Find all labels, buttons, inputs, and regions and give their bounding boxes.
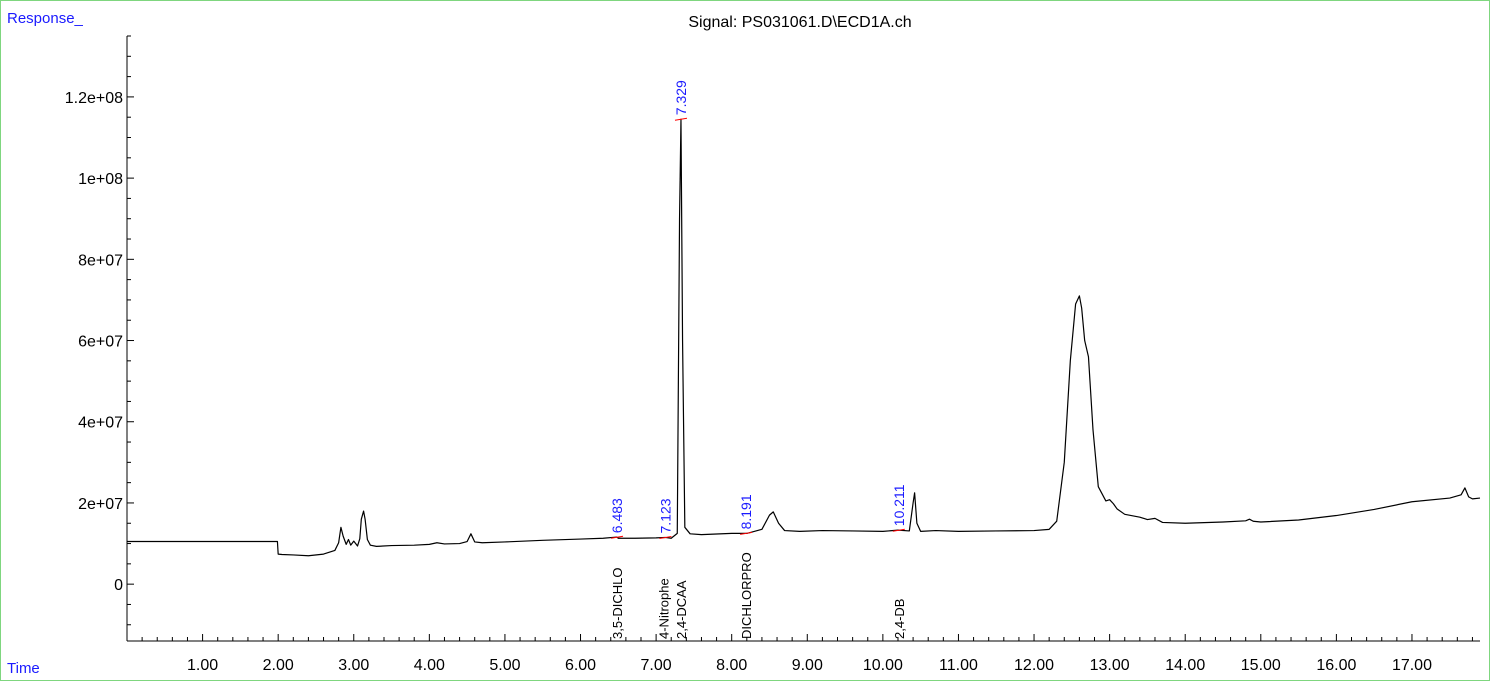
peak-retention-label: 8.191 <box>738 494 754 529</box>
x-tick-label: 8.00 <box>716 657 747 674</box>
x-tick-label: 1.00 <box>187 657 218 674</box>
y-tick-label: 0 <box>114 577 123 594</box>
compound-label: 2,4-DB <box>892 599 907 639</box>
compound-label: 4-Nitrophe <box>656 578 671 639</box>
chart-title: Signal: PS031061.D\ECD1A.ch <box>688 14 912 31</box>
y-tick-label: 6e+07 <box>78 334 123 351</box>
annotations-group: 6.483 3,5-DICHLO 7.123 4-Nitrophe 7.329 2,4-D… <box>609 80 907 639</box>
x-tick-label: 12.00 <box>1014 657 1054 674</box>
chromatogram-trace <box>127 118 1481 557</box>
compound-label: 3,5-DICHLO <box>610 567 625 639</box>
compound-label: DICHLORPRO <box>739 552 754 639</box>
integration-marker <box>674 117 688 121</box>
y-tick-label: 4e+07 <box>78 415 123 432</box>
y-axis-label: Response_ <box>7 10 83 27</box>
trace-group <box>127 118 1481 557</box>
x-tick-label: 6.00 <box>565 657 596 674</box>
y-tick-label: 2e+07 <box>78 496 123 513</box>
peak-retention-label: 6.483 <box>609 498 625 533</box>
integration-marker <box>659 535 672 539</box>
integration-marker <box>740 531 753 535</box>
y-tick-label: 8e+07 <box>78 252 123 269</box>
x-tick-label: 17.00 <box>1392 657 1432 674</box>
x-tick-label: 9.00 <box>792 657 823 674</box>
x-tick-label: 5.00 <box>489 657 520 674</box>
x-tick-label: 7.00 <box>641 657 672 674</box>
y-tick-label: 1.2e+08 <box>65 90 123 107</box>
x-tick-label: 2.00 <box>263 657 294 674</box>
y-tick-label: 1e+08 <box>78 171 123 188</box>
x-tick-label: 3.00 <box>338 657 369 674</box>
axes-group: 0 2e+07 4e+07 6e+07 8e+07 1e+08 1.2e+08 1.00 2.0… <box>65 35 1480 674</box>
peak-retention-label: 7.329 <box>673 80 689 115</box>
x-tick-label: 11.00 <box>939 657 978 674</box>
compound-label: 2,4-DCAA <box>674 580 689 639</box>
x-tick-label: 15.00 <box>1241 657 1281 674</box>
x-tick-label: 16.00 <box>1316 657 1356 674</box>
x-tick-label: 4.00 <box>414 657 445 674</box>
integration-marker <box>892 528 905 532</box>
peak-retention-label: 7.123 <box>657 498 673 533</box>
integration-marker <box>610 535 624 539</box>
x-tick-label: 13.00 <box>1090 657 1130 674</box>
x-axis-label: Time <box>7 660 40 677</box>
peak-retention-label: 10.211 <box>891 484 907 526</box>
x-tick-label: 14.00 <box>1165 657 1205 674</box>
x-tick-label: 10.00 <box>863 657 903 674</box>
